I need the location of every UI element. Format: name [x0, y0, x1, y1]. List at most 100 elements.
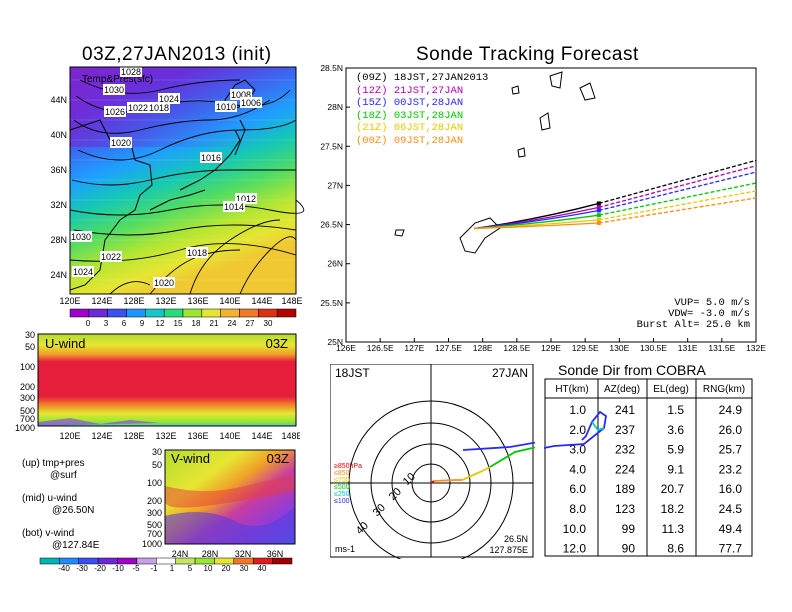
svg-text:148E: 148E — [281, 431, 300, 441]
svg-text:200: 200 — [20, 382, 35, 392]
svg-text:1006: 1006 — [241, 98, 261, 108]
sonde-params: VUP= 5.0 m/s VDW= -3.0 m/s Burst Alt= 25… — [636, 297, 750, 331]
burst-marker — [596, 213, 601, 218]
colorbar-swatch — [145, 308, 165, 318]
colorbar-swatch — [182, 308, 203, 318]
y-tick-label: 25.5N — [320, 298, 343, 308]
table-cell: 237 — [615, 423, 635, 437]
note-surface: (up) tmp+pres @surf — [22, 458, 85, 481]
map-overlay-label: Temp&Pres(sfc) — [82, 74, 153, 85]
y-tick-label: 27.5N — [320, 141, 343, 151]
svg-text:-30: -30 — [76, 564, 88, 573]
svg-text:30: 30 — [264, 319, 273, 328]
svg-text:200: 200 — [147, 496, 162, 506]
descent-track — [598, 165, 757, 208]
vwind-time: 03Z — [267, 451, 289, 466]
isobar-labels: 1028 1030 1024 1026 1022 1018 1020 1016 … — [70, 66, 262, 288]
svg-text:128E: 128E — [123, 296, 144, 306]
hodograph-overflow — [544, 410, 607, 449]
svg-text:24N: 24N — [172, 549, 189, 559]
table-cell: 6.0 — [569, 482, 586, 496]
table-cell: 77.7 — [719, 542, 743, 556]
x-tick-label: 126.5E — [367, 343, 394, 353]
table-cell: 10.0 — [563, 522, 587, 536]
svg-text:6: 6 — [122, 319, 127, 328]
x-tick-label: 132E — [746, 343, 766, 353]
x-tick-label: 129E — [541, 343, 561, 353]
svg-text:24N: 24N — [50, 270, 67, 280]
launch-entry: (00Z) 09JST,28JAN — [356, 134, 464, 147]
svg-text:36N: 36N — [50, 165, 67, 175]
svg-text:700: 700 — [20, 414, 35, 424]
svg-text:-1: -1 — [150, 564, 158, 573]
polar-time-label: 18JST — [335, 366, 370, 380]
colorbar-swatch — [126, 308, 146, 318]
svg-text:1024: 1024 — [73, 267, 93, 277]
note-vwind: (bot) v-wind @127.84E — [22, 528, 100, 551]
vwind-title: V-wind — [171, 451, 210, 466]
svg-text:1010: 1010 — [216, 102, 236, 112]
y-tick-label: 28.5N — [320, 63, 343, 73]
launch-entry: (18Z) 03JST,28JAN — [356, 109, 464, 122]
svg-text:-40: -40 — [58, 564, 70, 573]
sonde-track-chart: 126E 126.5E 127E 127.5E 128E 128.5E 129E 129.5E… — [320, 63, 766, 353]
launch-entry: (09Z) 18JST,27JAN2013 — [356, 72, 489, 84]
svg-text:1000: 1000 — [142, 539, 162, 549]
note-uwind: (mid) u-wind @26.50N — [22, 493, 95, 516]
svg-text:100: 100 — [147, 478, 162, 488]
x-tick-label: 128E — [473, 343, 493, 353]
svg-text:-20: -20 — [94, 564, 106, 573]
sonde-dir-table: HT(km) AZ(deg) EL(deg) RNG(km) 1.0 241 1.5… — [544, 378, 753, 557]
uwind-panel: U-wind 03Z 30 50 100 200 300 500 700 100… — [15, 330, 300, 441]
x-tick-label: 130.5E — [640, 343, 667, 353]
burst-marker — [596, 201, 601, 206]
table-cell: 8.0 — [569, 502, 586, 516]
svg-text:124E: 124E — [91, 431, 112, 441]
svg-text:128E: 128E — [123, 431, 144, 441]
table-title: Sonde Dir from COBRA — [558, 362, 706, 378]
descent-track — [598, 159, 757, 205]
svg-text:44N: 44N — [50, 95, 67, 105]
svg-text:24: 24 — [228, 319, 237, 328]
x-tick-label: 129.5E — [572, 343, 599, 353]
x-tick-label: 131E — [678, 343, 698, 353]
svg-text:40N: 40N — [50, 130, 67, 140]
descent-track — [598, 171, 757, 212]
table-cell: 9.1 — [667, 462, 684, 476]
svg-text:0: 0 — [86, 319, 91, 328]
svg-text:28N: 28N — [202, 549, 219, 559]
colorbar-swatch — [201, 308, 221, 318]
svg-text:50: 50 — [152, 460, 162, 470]
svg-text:≤700: ≤700 — [334, 477, 350, 484]
svg-text:3: 3 — [104, 319, 109, 328]
x-tick-label: 126E — [336, 343, 356, 353]
y-tick-label: 25N — [327, 337, 343, 347]
svg-text:EL(deg): EL(deg) — [653, 384, 689, 395]
colorbar-swatch — [239, 308, 259, 318]
table-cell: 18.2 — [661, 502, 685, 516]
vwind-colorbar: -40 -30 -20 -10 -5 -1 1 5 10 20 30 40 — [39, 557, 293, 573]
x-tick-label: 127E — [404, 343, 424, 353]
table-cell: 4.0 — [569, 462, 586, 476]
svg-text:RNG(km): RNG(km) — [703, 384, 745, 395]
table-cell: 123 — [615, 502, 635, 516]
svg-text:136E: 136E — [187, 431, 208, 441]
burst-marker — [596, 221, 601, 226]
svg-text:10: 10 — [204, 564, 213, 573]
svg-text:100: 100 — [20, 362, 35, 372]
y-tick-label: 26.5N — [320, 220, 343, 230]
svg-text:1018: 1018 — [149, 103, 169, 113]
svg-text:1030: 1030 — [71, 232, 91, 242]
table-cell: 99 — [622, 522, 636, 536]
svg-text:9: 9 — [140, 319, 145, 328]
svg-text:30: 30 — [240, 564, 249, 573]
table-cell: 241 — [615, 403, 635, 417]
polar-plot: 10 20 30 40 18JST 27JAN ≥850hPa ≤850 ≤70… — [330, 364, 535, 559]
table-cell: 20.7 — [661, 482, 685, 496]
x-tick-label: 127.5E — [435, 343, 462, 353]
launch-legend: (09Z) 18JST,27JAN2013 (12Z) 21JST,27JAN … — [356, 72, 488, 147]
svg-text:700: 700 — [147, 529, 162, 539]
svg-text:-10: -10 — [112, 564, 124, 573]
launch-entry: (21Z) 06JST,28JAN — [356, 122, 464, 134]
polar-unit: ms-1 — [335, 544, 355, 554]
